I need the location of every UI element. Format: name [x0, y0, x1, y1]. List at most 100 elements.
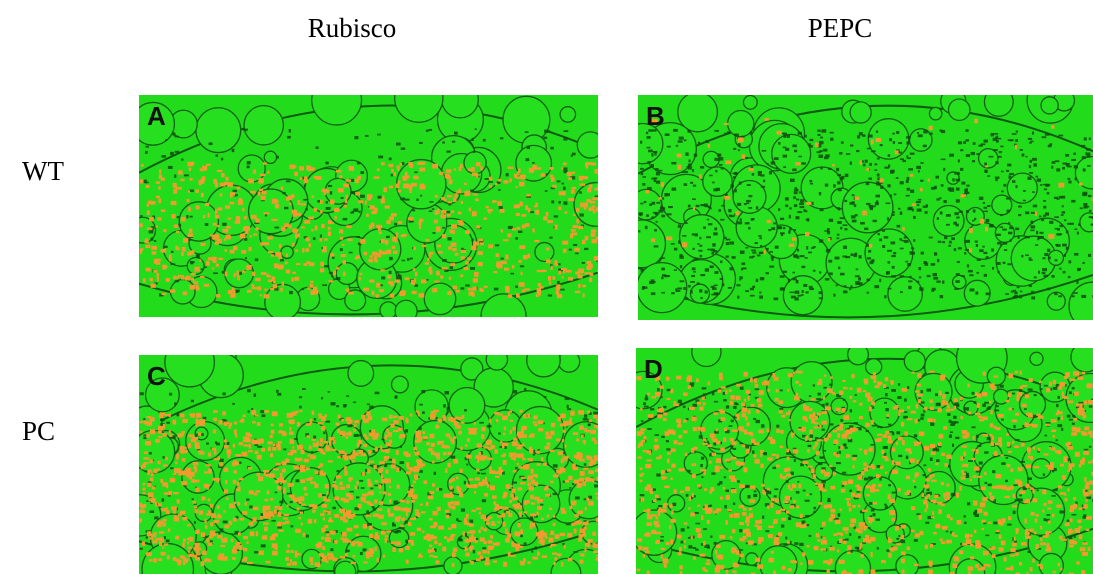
signal-speckle	[973, 501, 977, 506]
signal-speckle	[524, 288, 530, 290]
dark-speckle	[958, 247, 962, 249]
dark-speckle	[837, 221, 842, 224]
cell	[949, 99, 970, 120]
signal-speckle	[507, 234, 511, 238]
signal-speckle	[487, 209, 493, 211]
signal-speckle	[992, 486, 996, 489]
signal-speckle	[345, 179, 351, 181]
signal-speckle	[139, 223, 143, 227]
dark-speckle	[966, 475, 969, 478]
dark-speckle	[367, 404, 370, 406]
signal-speckle	[559, 470, 562, 473]
signal-speckle	[572, 225, 577, 228]
dark-speckle	[271, 520, 275, 522]
signal-speckle	[723, 123, 728, 125]
signal-speckle	[339, 508, 341, 513]
dark-speckle	[723, 399, 727, 401]
signal-speckle	[143, 483, 146, 486]
signal-speckle	[393, 416, 398, 419]
signal-speckle	[270, 536, 275, 540]
signal-speckle	[598, 434, 601, 438]
signal-speckle	[952, 563, 957, 568]
signal-speckle	[428, 268, 430, 271]
signal-speckle	[583, 293, 585, 297]
dark-speckle	[1029, 165, 1031, 168]
signal-speckle	[1007, 464, 1011, 467]
dark-speckle	[909, 276, 911, 278]
dark-speckle	[666, 440, 669, 442]
signal-speckle	[556, 284, 560, 289]
signal-speckle	[318, 413, 321, 415]
signal-speckle	[741, 403, 745, 406]
dark-speckle	[935, 448, 939, 451]
dark-speckle	[916, 201, 921, 203]
signal-speckle	[960, 194, 965, 197]
dark-speckle	[964, 191, 967, 194]
signal-speckle	[399, 416, 404, 420]
signal-speckle	[261, 272, 266, 275]
signal-speckle	[461, 201, 463, 204]
dark-speckle	[700, 255, 703, 258]
signal-speckle	[436, 425, 439, 428]
signal-speckle	[977, 476, 983, 478]
signal-speckle	[233, 518, 237, 522]
signal-speckle	[367, 469, 370, 474]
signal-speckle	[792, 238, 796, 241]
dark-speckle	[691, 275, 695, 277]
signal-speckle	[914, 533, 919, 537]
dark-speckle	[879, 477, 881, 480]
signal-speckle	[255, 278, 261, 281]
dark-speckle	[838, 188, 842, 191]
cell	[692, 337, 721, 366]
dark-speckle	[930, 423, 934, 426]
signal-speckle	[220, 193, 223, 196]
dark-speckle	[958, 159, 960, 162]
signal-speckle	[519, 466, 524, 468]
signal-speckle	[332, 484, 336, 487]
signal-speckle	[555, 225, 558, 230]
signal-speckle	[379, 289, 384, 292]
signal-speckle	[406, 419, 408, 423]
signal-speckle	[848, 479, 853, 483]
signal-speckle	[585, 236, 589, 240]
dark-speckle	[356, 236, 360, 238]
dark-speckle	[638, 230, 640, 232]
dark-speckle	[687, 527, 689, 529]
dark-speckle	[748, 227, 750, 230]
signal-speckle	[255, 218, 259, 222]
dark-speckle	[979, 461, 983, 464]
signal-speckle	[263, 522, 269, 524]
dark-speckle	[852, 201, 855, 203]
dark-speckle	[692, 198, 696, 200]
signal-speckle	[567, 421, 571, 425]
dark-speckle	[651, 292, 656, 295]
signal-speckle	[173, 511, 176, 514]
dark-speckle	[858, 277, 861, 280]
signal-speckle	[1058, 485, 1062, 488]
signal-speckle	[548, 276, 551, 281]
signal-speckle	[187, 162, 193, 167]
dark-speckle	[1013, 484, 1018, 486]
dark-speckle	[722, 283, 724, 286]
signal-speckle	[199, 510, 203, 514]
signal-speckle	[178, 514, 182, 516]
signal-speckle	[271, 424, 274, 427]
dark-speckle	[164, 246, 168, 248]
dark-speckle	[947, 413, 950, 416]
dark-speckle	[959, 211, 963, 213]
dark-speckle	[898, 142, 902, 144]
signal-speckle	[533, 415, 537, 419]
signal-speckle	[541, 533, 547, 537]
dark-speckle	[594, 484, 599, 487]
signal-speckle	[230, 423, 233, 426]
dark-speckle	[748, 195, 752, 197]
dark-speckle	[162, 498, 164, 501]
signal-speckle	[594, 425, 599, 428]
dark-speckle	[1031, 212, 1036, 214]
dark-speckle	[579, 191, 582, 193]
dark-speckle	[222, 223, 226, 226]
signal-speckle	[342, 432, 346, 436]
signal-speckle	[363, 444, 367, 447]
signal-speckle	[896, 543, 901, 545]
signal-speckle	[573, 432, 578, 435]
